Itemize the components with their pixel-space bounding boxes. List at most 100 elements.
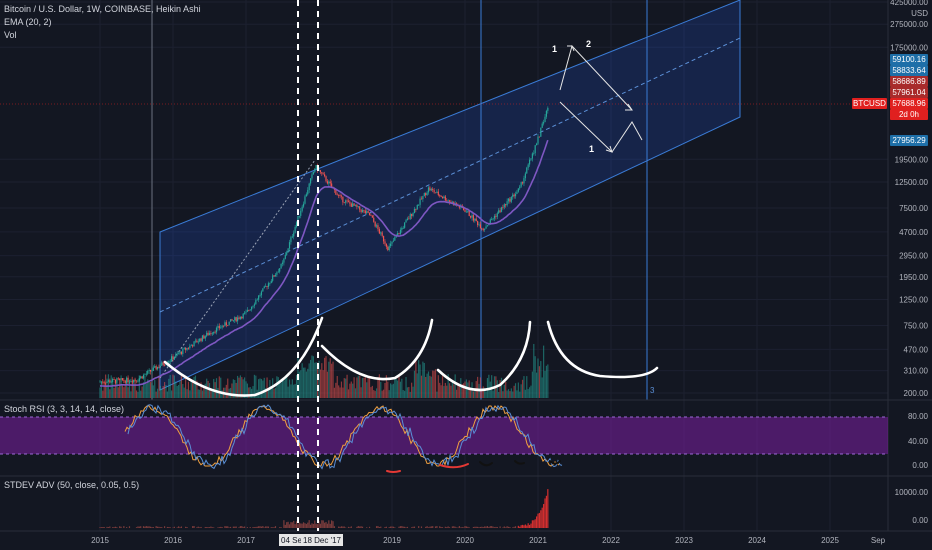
candle-body [430,189,432,191]
volume-bar [455,389,458,398]
stdev-bar [116,527,118,528]
stdev-bar [464,526,466,528]
stdev-bar [482,527,484,528]
stdev-bar [413,526,416,528]
candle-body [495,215,497,217]
volume-bar [259,378,261,398]
candle-body [399,229,402,234]
candle-body [328,181,330,184]
candle-body [186,347,188,350]
volume-bar [340,381,343,398]
volume-bar [185,377,187,398]
candle-body [503,204,505,208]
volume-bar [308,363,310,398]
volume-bar [413,370,416,398]
candle-body [147,370,149,374]
stdev-bar [375,526,378,528]
stdev-bar [166,526,168,528]
volume-bar [408,386,410,398]
volume-bar [545,365,548,398]
candle-body [405,220,407,223]
price-axis-label: 12500.00 [895,178,929,187]
stdev-bar [453,526,455,528]
candle-body [412,213,414,217]
candles [99,106,549,386]
stdev-bar [144,526,146,528]
volume-bar [384,383,386,398]
volume-bar [343,378,345,398]
volume-bar [273,388,275,398]
candle-body [481,228,483,230]
candle-body [245,311,247,313]
volume-bar [528,387,531,398]
volume-bar [201,390,204,398]
symbol-tag: BTCUSD [852,98,887,109]
candle-body [312,172,314,175]
volume-bar [470,387,472,398]
stdev-bar [126,527,128,528]
stdev-bar [401,526,403,528]
stdev-bar [377,526,379,528]
stdev-bar [540,510,542,528]
candle-body [236,317,239,322]
candle-body [493,215,496,219]
stdev-bar [221,527,223,528]
candle-body [295,222,298,227]
volume-bar [255,375,257,398]
stdev-bar [287,521,289,528]
candle-body [231,319,233,321]
volume-bar [509,391,511,398]
stdev-bar [173,526,176,528]
stdev-bar [286,522,288,528]
volume-bar [409,391,411,398]
stdev-bar [100,527,103,528]
stdev-bar [311,523,313,528]
candle-body [338,194,340,196]
candle-body [371,215,373,218]
volume-bar [311,355,313,398]
stdev-bar [446,527,448,528]
candle-body [526,167,528,174]
candle-body [170,356,173,361]
candle-body [380,232,382,234]
candle-body [516,191,518,194]
candle-body [394,237,396,241]
volume-bar [485,391,487,398]
volume-bar [242,379,244,398]
stdev-bar [207,527,209,528]
stdev-bar [128,526,131,528]
volume-bar [162,386,164,398]
stdev-bar [200,526,202,528]
volume-bar [419,364,421,398]
stdev-axis-10000: 10000.00 [894,488,928,497]
volume-bar [178,384,180,398]
candle-body [301,206,303,211]
stdev-bar [538,512,541,528]
volume-bar [502,391,504,398]
stdev-bar [234,526,236,528]
volume-bar [106,384,108,398]
stdev-bar [204,526,206,528]
stdev-bar [232,526,234,528]
stdev-bar [302,522,305,528]
candle-body [213,331,215,334]
volume-bar [231,383,233,398]
volume-bar [328,361,330,398]
stdev-bar [512,527,514,528]
candle-body [102,381,104,383]
volume-bar [342,387,344,398]
candle-body [491,219,493,221]
stdev-bar [290,522,292,528]
stdev-bar [345,527,347,528]
volume-bar [460,378,462,398]
candle-body [368,212,371,216]
candle-body [273,275,275,277]
volume-bar [359,375,361,398]
volume-bar [422,361,424,398]
stdev-bar [169,527,171,528]
candle-body [281,262,284,264]
volume-bar [353,377,355,398]
stdev-bar [137,526,139,528]
candle-body [302,203,305,207]
